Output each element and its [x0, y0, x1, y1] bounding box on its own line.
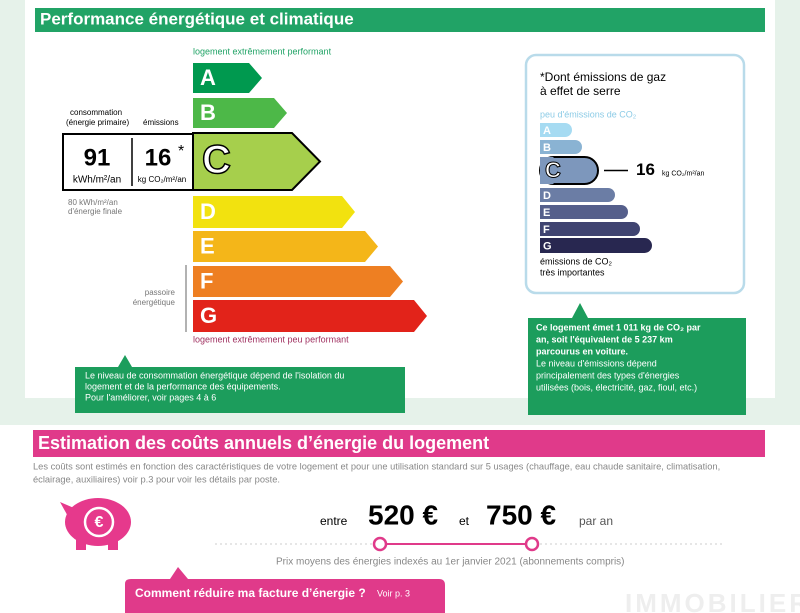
passoire: énergétique — [133, 298, 176, 307]
energy-bar — [193, 63, 262, 93]
emissions-label: émissions — [143, 118, 179, 127]
ges-top-label: peu d'émissions de CO₂ — [540, 109, 637, 119]
top-label: logement extrêmement performant — [193, 46, 332, 56]
emissions-mark: * — [178, 143, 184, 160]
advice-ref[interactable]: Voir p. 3 — [377, 588, 410, 598]
energy-class: B — [200, 100, 216, 125]
ges-bar — [540, 123, 572, 137]
passoire: passoire — [145, 288, 176, 297]
ges-title: *Dont émissions de gaz — [540, 70, 666, 84]
ges-bar — [540, 238, 652, 253]
energy-class: C — [202, 138, 231, 182]
ges-class: C — [545, 157, 561, 182]
ges-bar — [540, 222, 640, 236]
ges-class: A — [543, 125, 551, 137]
energy-note: Le niveau de consommation énergétique dé… — [85, 370, 344, 380]
energy-class: A — [200, 65, 216, 90]
ges-class: D — [543, 190, 551, 202]
ges-bar-left — [540, 140, 547, 154]
cost-low: 520 € — [368, 499, 438, 530]
cost-and: et — [459, 514, 470, 528]
cost-footnote: Prix moyens des énergies indexés au 1er … — [276, 557, 625, 568]
consumption-unit: kWh/m²/an — [73, 175, 121, 186]
energy-class: E — [200, 233, 215, 258]
energy-class: G — [200, 303, 217, 328]
ges-bottom-label: très importantes — [540, 267, 605, 277]
ges-note-bubble — [528, 303, 746, 415]
ges-class: E — [543, 207, 550, 219]
consumption-value: 91 — [84, 144, 111, 171]
energy-class: F — [200, 268, 213, 293]
ges-bar — [540, 140, 582, 154]
ges-value: 16 — [636, 160, 655, 179]
costs-title: Estimation des coûts annuels d’énergie d… — [38, 433, 489, 453]
energy-note: Pour l'améliorer, voir pages 4 à 6 — [85, 392, 216, 402]
ges-title: à effet de serre — [540, 84, 621, 98]
energy-note-bubble — [75, 355, 405, 413]
cost-high: 750 € — [486, 499, 556, 530]
ges-note: an, soit l'équivalent de 5 237 km — [536, 334, 673, 344]
cost-per: par an — [579, 514, 613, 528]
advice-bubble[interactable] — [125, 567, 445, 613]
energy-bar — [193, 231, 378, 262]
watermark: IMMOBILIER — [625, 588, 800, 613]
final-energy: 80 kWh/m²/an — [68, 198, 118, 207]
energy-bar — [193, 266, 403, 297]
ges-note: utilisées (bois, électricité, gaz, fioul… — [536, 382, 697, 392]
energy-bar — [193, 300, 427, 332]
range-high-dot — [524, 536, 540, 552]
bottom-label: logement extrêmement peu performant — [193, 334, 349, 344]
piggy-symbol: € — [95, 514, 104, 531]
costs-description: Les coûts sont estimés en fonction des c… — [33, 461, 720, 471]
section-title: Performance énergétique et climatique — [40, 9, 354, 28]
ges-note: principalement des types d'énergies — [536, 370, 680, 380]
ges-bar — [540, 188, 615, 202]
ges-unit: kg CO₂/m²/an — [662, 170, 705, 177]
emissions-value: 16 — [145, 144, 172, 171]
consumption-label: (énergie primaire) — [66, 118, 129, 127]
ges-note: Ce logement émet 1 011 kg de CO₂ par — [536, 322, 701, 332]
ges-bar-left — [540, 222, 547, 236]
ges-bottom-label: émissions de CO₂ — [540, 256, 613, 266]
ges-note: Le niveau d'émissions dépend — [536, 358, 657, 368]
ges-bar-left — [540, 238, 548, 253]
advice[interactable]: Comment réduire ma facture d’énergie ? — [135, 586, 366, 600]
energy-bar — [192, 132, 322, 191]
consumption-label: consommation — [70, 108, 122, 117]
ges-class: B — [543, 142, 551, 154]
ges-bar — [540, 205, 628, 219]
ges-bar-left — [540, 205, 547, 219]
ges-note: parcourus en voiture. — [536, 346, 628, 356]
costs-title-bar — [33, 430, 765, 457]
ges-class: F — [543, 224, 550, 236]
ges-bar-left — [540, 188, 547, 202]
energy-note: logement et de la performance des équipe… — [85, 381, 281, 391]
ges-bar-left — [540, 123, 547, 137]
ges-bar-left — [540, 157, 554, 184]
final-energy: d'énergie finale — [68, 207, 123, 216]
emissions-unit: kg CO₂/m²/an — [138, 175, 186, 184]
ges-class: G — [543, 240, 552, 252]
energy-bar — [193, 196, 355, 228]
energy-class: D — [200, 199, 216, 224]
piggy-icon — [60, 498, 131, 550]
title-bar — [35, 8, 765, 32]
cost-from: entre — [320, 514, 348, 528]
costs-description: éclairage, auxiliaires) voir p.3 pour vo… — [33, 474, 280, 484]
energy-bar — [193, 98, 287, 128]
range-low-dot — [372, 536, 388, 552]
